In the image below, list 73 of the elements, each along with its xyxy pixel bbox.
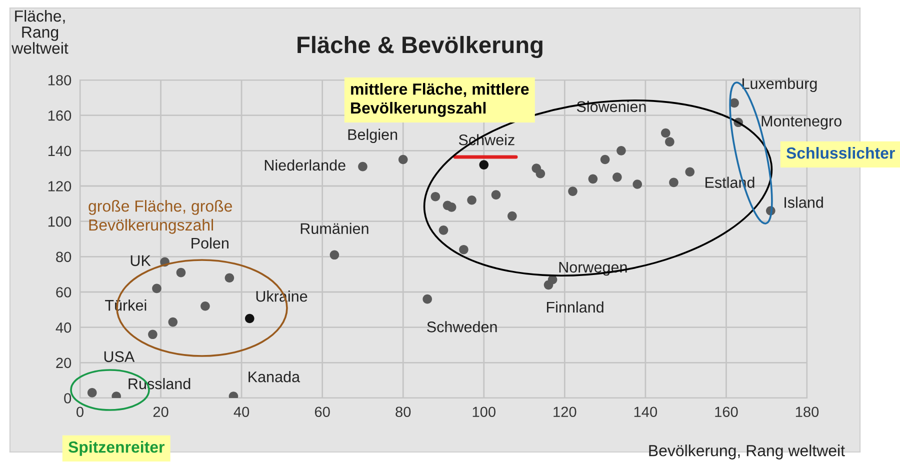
y-tick-label: 20 <box>56 358 72 368</box>
annotation: Polen <box>192 237 228 249</box>
annotation: Norwegen <box>559 262 627 276</box>
point <box>544 280 554 290</box>
annotation: große Fläche, große Bevölkerungszahl <box>88 200 232 234</box>
x-tick-label: 180 <box>796 406 819 418</box>
x-tick-label: 40 <box>234 406 250 418</box>
annotation: mittlere Fläche, mittlere Bevölkerungszahl <box>351 83 529 117</box>
y-tick-label: 60 <box>56 287 72 298</box>
point <box>358 162 368 172</box>
annotation: Kanada <box>248 371 300 382</box>
annotation: Schlusslichter <box>786 147 895 159</box>
x-tick-label: 100 <box>472 406 496 418</box>
point <box>176 268 186 278</box>
point <box>588 174 598 184</box>
point <box>446 202 456 212</box>
point <box>600 154 610 164</box>
point <box>616 146 626 156</box>
annotation: Finnland <box>546 301 604 313</box>
x-tick-label: 160 <box>715 406 738 418</box>
x-tick-label: 140 <box>634 406 658 418</box>
y-tick-label: 160 <box>48 110 72 121</box>
point <box>330 250 340 260</box>
text: Spitzenreiter <box>68 441 165 456</box>
point <box>632 180 642 189</box>
annotation: Schweden <box>427 321 497 332</box>
chart-title: Fläche & Bevölkerung <box>298 36 542 58</box>
y-tick-label: 100 <box>48 216 72 227</box>
annotation: Slowenien <box>576 100 646 112</box>
point <box>224 273 234 283</box>
annotation: Niederlande <box>264 159 346 171</box>
point <box>536 168 546 178</box>
point <box>422 294 432 304</box>
x-tick-label: 20 <box>153 406 168 418</box>
point <box>459 244 468 254</box>
point <box>612 172 622 182</box>
annotation: Montenegro <box>762 116 842 130</box>
x-axis-title: Bevölkerung, Rang weltweit <box>649 444 845 460</box>
point <box>467 195 476 205</box>
point <box>660 128 670 138</box>
point <box>148 330 158 340</box>
x-tick-label: 120 <box>554 406 576 418</box>
annotation: Island <box>784 196 823 208</box>
x-tick-label: 60 <box>314 406 330 418</box>
point <box>398 154 408 164</box>
y-tick-label: 140 <box>48 146 72 156</box>
annotation: USA <box>104 351 135 362</box>
point <box>665 137 674 146</box>
point <box>685 167 695 177</box>
point <box>152 284 162 294</box>
y-axis-title: Fläche, Rang weltweit <box>12 10 68 54</box>
point <box>568 186 578 196</box>
point <box>87 388 97 398</box>
x-tick-label: 80 <box>396 406 411 418</box>
point <box>438 226 448 235</box>
y-tick-label: 80 <box>56 252 72 262</box>
y-tick-label: 0 <box>64 393 72 404</box>
annotation: Luxemburg <box>742 78 817 92</box>
point <box>168 317 178 327</box>
point <box>244 314 254 324</box>
y-tick-label: 180 <box>48 75 72 86</box>
point <box>491 190 501 200</box>
x-tick-label: 0 <box>76 406 84 418</box>
point <box>669 178 678 188</box>
y-tick-label: 120 <box>48 181 72 192</box>
point <box>200 301 210 311</box>
y-tick-label: 40 <box>56 322 72 333</box>
point <box>479 160 489 170</box>
point <box>508 211 517 221</box>
annotation: Rumänien <box>300 222 368 234</box>
annotation: Belgien <box>348 128 398 144</box>
annotation: UK <box>130 255 151 266</box>
point <box>430 192 440 202</box>
